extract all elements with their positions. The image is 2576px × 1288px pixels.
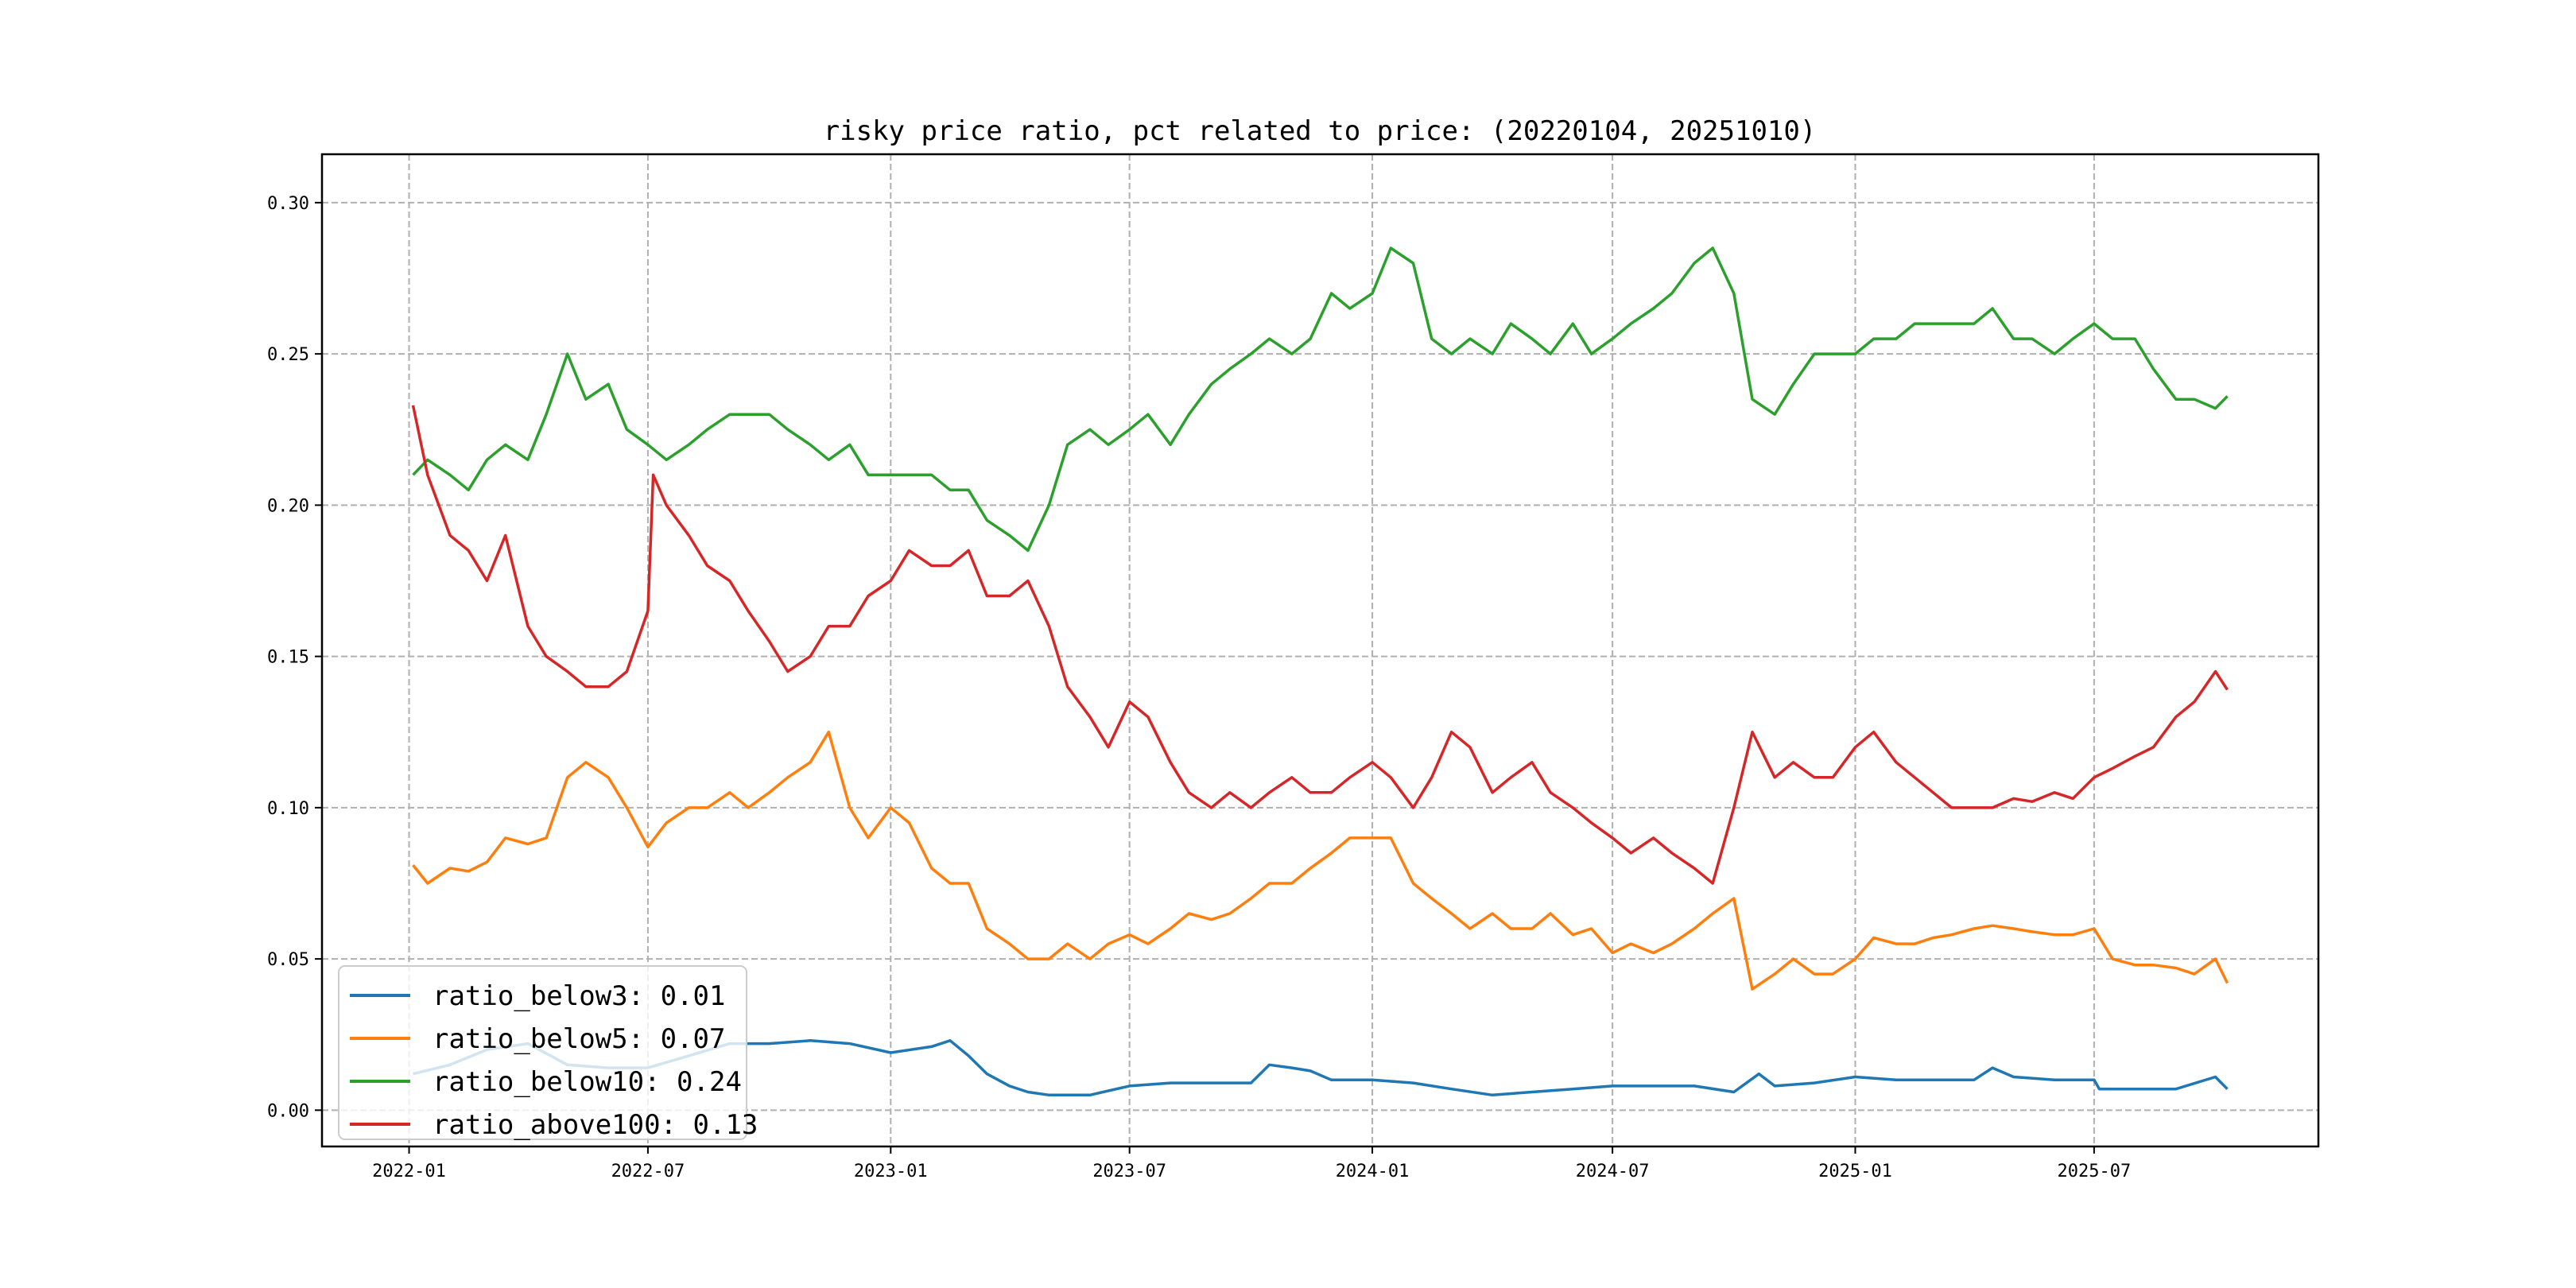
y-tick-label: 0.20 (267, 496, 309, 516)
series-line-ratio-below10 (412, 246, 2229, 553)
y-axis: 0.00 0.05 0.10 0.15 0.20 0.25 0.30 (267, 194, 322, 1121)
legend-box (338, 965, 747, 1140)
axes-frame (320, 153, 2320, 1148)
legend-label: ratio_below5: 0.07 (433, 1023, 725, 1055)
legend: ratio_below3: 0.01 ratio_below5: 0.07 rati… (338, 965, 758, 1141)
legend-label: ratio_below10: 0.24 (433, 1066, 742, 1098)
series-line-ratio-above100 (411, 405, 2229, 885)
x-axis: 2022-01 2022-07 2023-01 2023-07 2024-01 2024-… (372, 1146, 2131, 1181)
y-tick-label: 0.30 (267, 194, 309, 214)
x-tick-label: 2023-07 (1092, 1162, 1166, 1181)
x-tick-label: 2022-07 (611, 1162, 685, 1181)
y-tick-label: 0.10 (267, 799, 309, 819)
legend-label: ratio_below3: 0.01 (433, 980, 725, 1012)
y-tick-label: 0.05 (267, 950, 309, 970)
x-tick-label: 2023-01 (854, 1162, 928, 1181)
series-line-ratio-below3 (413, 1039, 2229, 1097)
legend-label: ratio_above100: 0.13 (433, 1109, 758, 1141)
y-tick-label: 0.00 (267, 1101, 309, 1121)
x-tick-label: 2024-07 (1576, 1162, 1650, 1181)
x-tick-label: 2022-01 (372, 1162, 446, 1181)
series-line-ratio-below5 (412, 730, 2229, 991)
series-lines (411, 246, 2229, 1097)
y-tick-label: 0.15 (267, 648, 309, 668)
x-tick-label: 2025-01 (1818, 1162, 1892, 1181)
x-tick-label: 2024-01 (1336, 1162, 1410, 1181)
y-tick-label: 0.25 (267, 345, 309, 365)
x-tick-label: 2025-07 (2058, 1162, 2132, 1181)
chart-title: risky price ratio, pct related to price:… (824, 115, 1817, 147)
